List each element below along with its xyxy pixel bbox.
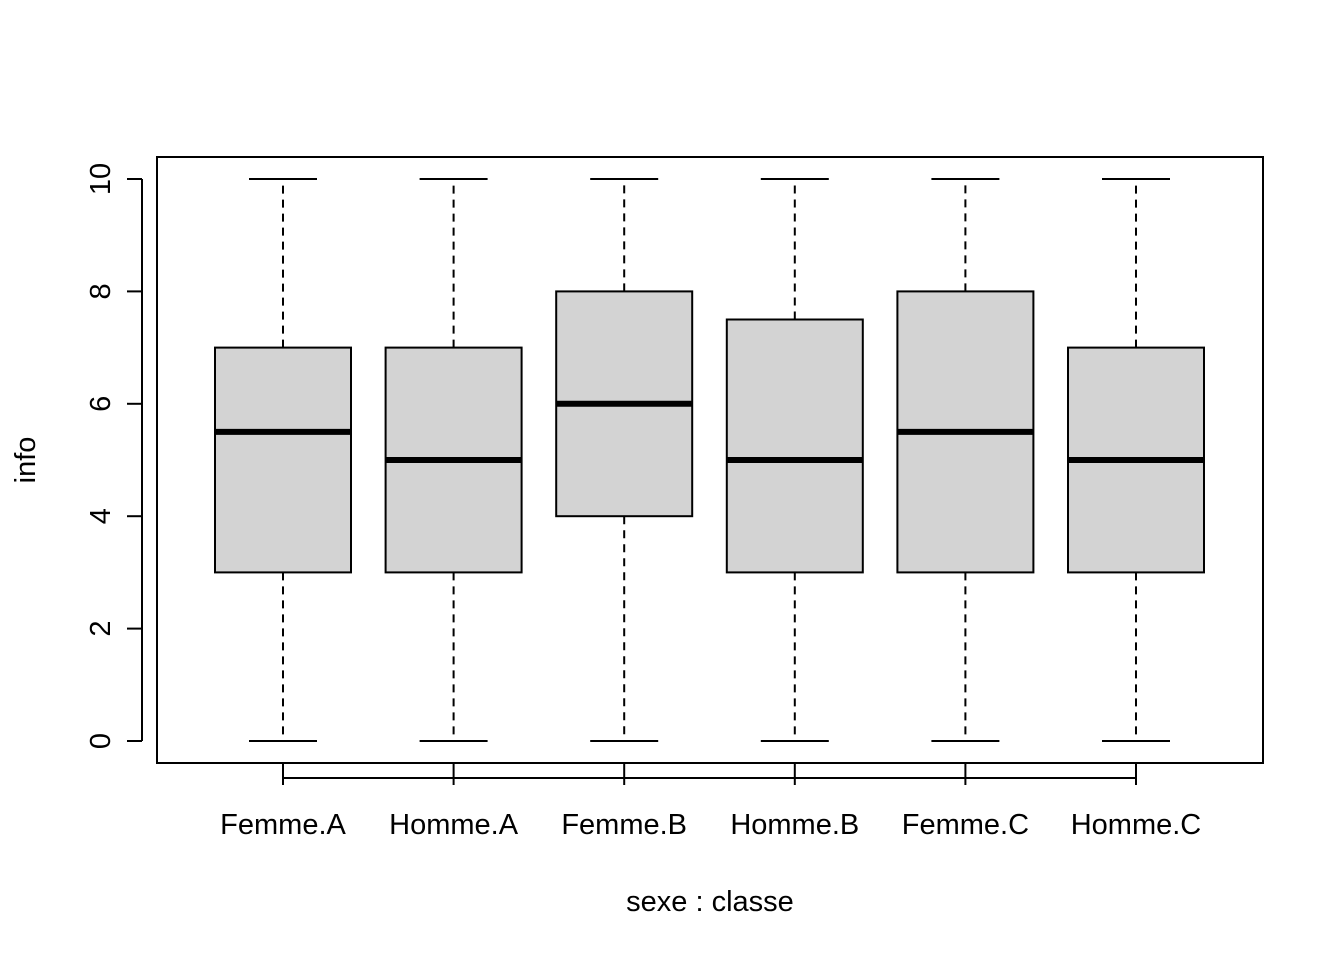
- y-tick-label: 8: [85, 283, 117, 299]
- y-tick-label: 0: [85, 733, 117, 749]
- box-iqr: [214, 346, 352, 574]
- x-tick-label: Homme.C: [1071, 809, 1202, 841]
- plot-frame: [156, 156, 1264, 764]
- box-iqr: [725, 318, 864, 574]
- x-tick-label: Femme.A: [220, 809, 346, 841]
- y-tick-label: 10: [85, 163, 117, 195]
- x-tick-label: Homme.A: [389, 809, 519, 841]
- x-axis-title: sexe : classe: [626, 886, 794, 918]
- x-tick-label: Femme.B: [561, 809, 687, 841]
- y-tick-label: 2: [85, 621, 117, 637]
- boxes: [214, 178, 1205, 742]
- box-group: [384, 178, 523, 742]
- x-axis: Femme.A Homme.A Femme.B Homme.B Femme.C Homme…: [220, 763, 1201, 841]
- x-tick-label: Femme.C: [902, 809, 1029, 841]
- box-group: [214, 178, 352, 742]
- y-axis: 0 2 4 6 8 10: [85, 163, 143, 749]
- box-group: [896, 178, 1035, 742]
- y-axis-title: info: [10, 437, 42, 484]
- x-tick-label: Homme.B: [730, 809, 859, 841]
- y-tick-label: 4: [85, 508, 117, 524]
- box-group: [1067, 178, 1205, 742]
- box-group: [555, 178, 694, 742]
- box-group: [725, 178, 864, 742]
- y-tick-label: 6: [85, 396, 117, 412]
